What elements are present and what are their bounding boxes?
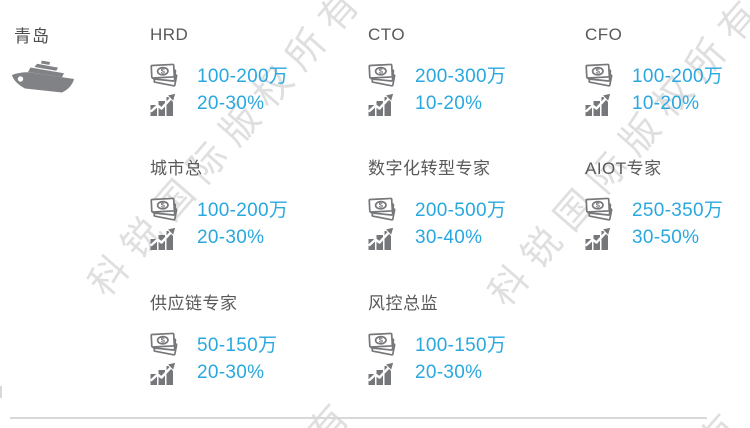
increase-value: 30-40% [415, 226, 483, 248]
salary-value: 50-150万 [197, 335, 278, 356]
banknotes-icon [368, 196, 402, 222]
position-title: 供应链专家 [150, 294, 238, 313]
salary-row: 100-200万 [585, 61, 750, 88]
increase-value: 20-30% [415, 361, 483, 383]
growth-chart-icon [150, 92, 184, 116]
increase-row: 30-40% [368, 224, 578, 251]
increase-value: 20-30% [197, 92, 265, 114]
increase-row: 20-30% [368, 359, 578, 386]
increase-row: 20-30% [150, 359, 360, 386]
increase-value: 20-30% [197, 361, 265, 383]
watermark-text: 科锐国际版权所有 [453, 391, 750, 428]
salary-row: 250-350万 [585, 195, 750, 222]
growth-chart-icon [585, 92, 619, 116]
position-title: AIOT专家 [585, 159, 662, 178]
position-title: CFO [585, 25, 623, 44]
position-card-aiot-expert: AIOT专家 250-350万 30-50% [585, 158, 750, 253]
banknotes-icon [368, 331, 402, 357]
position-title: HRD [150, 25, 189, 44]
ship-icon [11, 58, 77, 96]
increase-row: 10-20% [585, 90, 750, 117]
salary-value: 200-500万 [415, 200, 507, 221]
salary-value: 100-150万 [415, 335, 507, 356]
watermark-text: 科锐国际版权所有 [63, 381, 367, 428]
position-title: 数字化转型专家 [368, 159, 491, 178]
salary-row: 100-150万 [368, 330, 578, 357]
banknotes-icon [585, 196, 619, 222]
position-card-risk-control-director: 风控总监 100-150万 20-30% [368, 293, 578, 388]
position-card-city-head: 城市总 100-200万 20-30% [150, 158, 360, 253]
position-card-cto: CTO 200-300万 10-20% [368, 24, 578, 119]
salary-value: 200-300万 [415, 66, 507, 87]
salary-value: 100-200万 [197, 200, 289, 221]
banknotes-icon [150, 62, 184, 88]
increase-value: 30-50% [632, 226, 700, 248]
salary-row: 50-150万 [150, 330, 360, 357]
region-label: 青岛 [14, 27, 50, 46]
position-title: CTO [368, 25, 406, 44]
salary-value: 250-350万 [632, 200, 724, 221]
salary-value: 100-200万 [632, 66, 724, 87]
increase-row: 30-50% [585, 224, 750, 251]
salary-row: 200-500万 [368, 195, 578, 222]
salary-row: 100-200万 [150, 195, 360, 222]
position-card-hrd: HRD 100-200万 20-30% [150, 24, 360, 119]
growth-chart-icon [585, 226, 619, 250]
increase-value: 20-30% [197, 226, 265, 248]
salary-row: 100-200万 [150, 61, 360, 88]
position-title: 风控总监 [368, 294, 438, 313]
growth-chart-icon [150, 226, 184, 250]
row-divider-line [10, 417, 707, 419]
growth-chart-icon [368, 226, 402, 250]
growth-chart-icon [368, 361, 402, 385]
increase-value: 10-20% [415, 92, 483, 114]
banknotes-icon [150, 196, 184, 222]
salary-value: 100-200万 [197, 66, 289, 87]
increase-row: 20-30% [150, 90, 360, 117]
banknotes-icon [585, 62, 619, 88]
growth-chart-icon [368, 92, 402, 116]
position-card-supply-chain-expert: 供应链专家 50-150万 20-30% [150, 293, 360, 388]
position-title: 城市总 [150, 159, 203, 178]
increase-value: 10-20% [632, 92, 700, 114]
position-card-digital-transformation-expert: 数字化转型专家 200-500万 30-40% [368, 158, 578, 253]
growth-chart-icon [150, 361, 184, 385]
increase-row: 20-30% [150, 224, 360, 251]
table-border-fragment [0, 386, 2, 398]
position-card-cfo: CFO 100-200万 10-20% [585, 24, 750, 119]
banknotes-icon [368, 62, 402, 88]
increase-row: 10-20% [368, 90, 578, 117]
banknotes-icon [150, 331, 184, 357]
salary-row: 200-300万 [368, 61, 578, 88]
